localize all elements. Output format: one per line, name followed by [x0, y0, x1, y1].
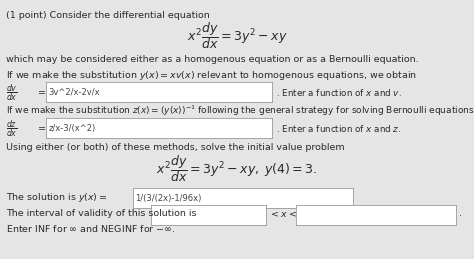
Text: If we make the substitution $z(x) = (y(x))^{-1}$ following the general strategy : If we make the substitution $z(x) = (y(x…: [6, 104, 474, 118]
Text: The solution is $y(x) =$: The solution is $y(x) =$: [6, 191, 108, 204]
Text: . Enter a function of $x$ and $v$.: . Enter a function of $x$ and $v$.: [276, 88, 402, 98]
Text: 3v^2/x-2v/x: 3v^2/x-2v/x: [48, 88, 100, 97]
Text: .: .: [459, 210, 462, 219]
Text: $< x <$: $< x <$: [269, 209, 297, 219]
Text: =: =: [38, 125, 46, 133]
Text: which may be considered either as a homogenous equation or as a Bernoulli equati: which may be considered either as a homo…: [6, 55, 419, 64]
Text: $\frac{dv}{dx}$: $\frac{dv}{dx}$: [6, 82, 18, 104]
Text: . Enter a function of $x$ and $z$.: . Enter a function of $x$ and $z$.: [276, 124, 401, 134]
Text: The interval of validity of this solution is: The interval of validity of this solutio…: [6, 210, 197, 219]
Text: (1 point) Consider the differential equation: (1 point) Consider the differential equa…: [6, 11, 210, 20]
Text: 1/(3/(2x)-1/96x): 1/(3/(2x)-1/96x): [135, 193, 201, 203]
Text: $x^2\dfrac{dy}{dx} = 3y^2 - xy$: $x^2\dfrac{dy}{dx} = 3y^2 - xy$: [187, 20, 287, 52]
Text: z/x-3/(x^2): z/x-3/(x^2): [48, 124, 95, 133]
Text: $\frac{dz}{dx}$: $\frac{dz}{dx}$: [6, 118, 18, 140]
Text: $x^2\dfrac{dy}{dx} = 3y^2 - xy,\; y(4) = 3.$: $x^2\dfrac{dy}{dx} = 3y^2 - xy,\; y(4) =…: [156, 154, 318, 184]
Text: Using either (or both) of these methods, solve the initial value problem: Using either (or both) of these methods,…: [6, 143, 345, 153]
Text: Enter INF for $\infty$ and NEGINF for $-\infty$.: Enter INF for $\infty$ and NEGINF for $-…: [6, 224, 176, 234]
Text: If we make the substitution $y(x) = xv(x)$ relevant to homogenous equations, we : If we make the substitution $y(x) = xv(x…: [6, 69, 417, 83]
Text: =: =: [38, 89, 46, 97]
